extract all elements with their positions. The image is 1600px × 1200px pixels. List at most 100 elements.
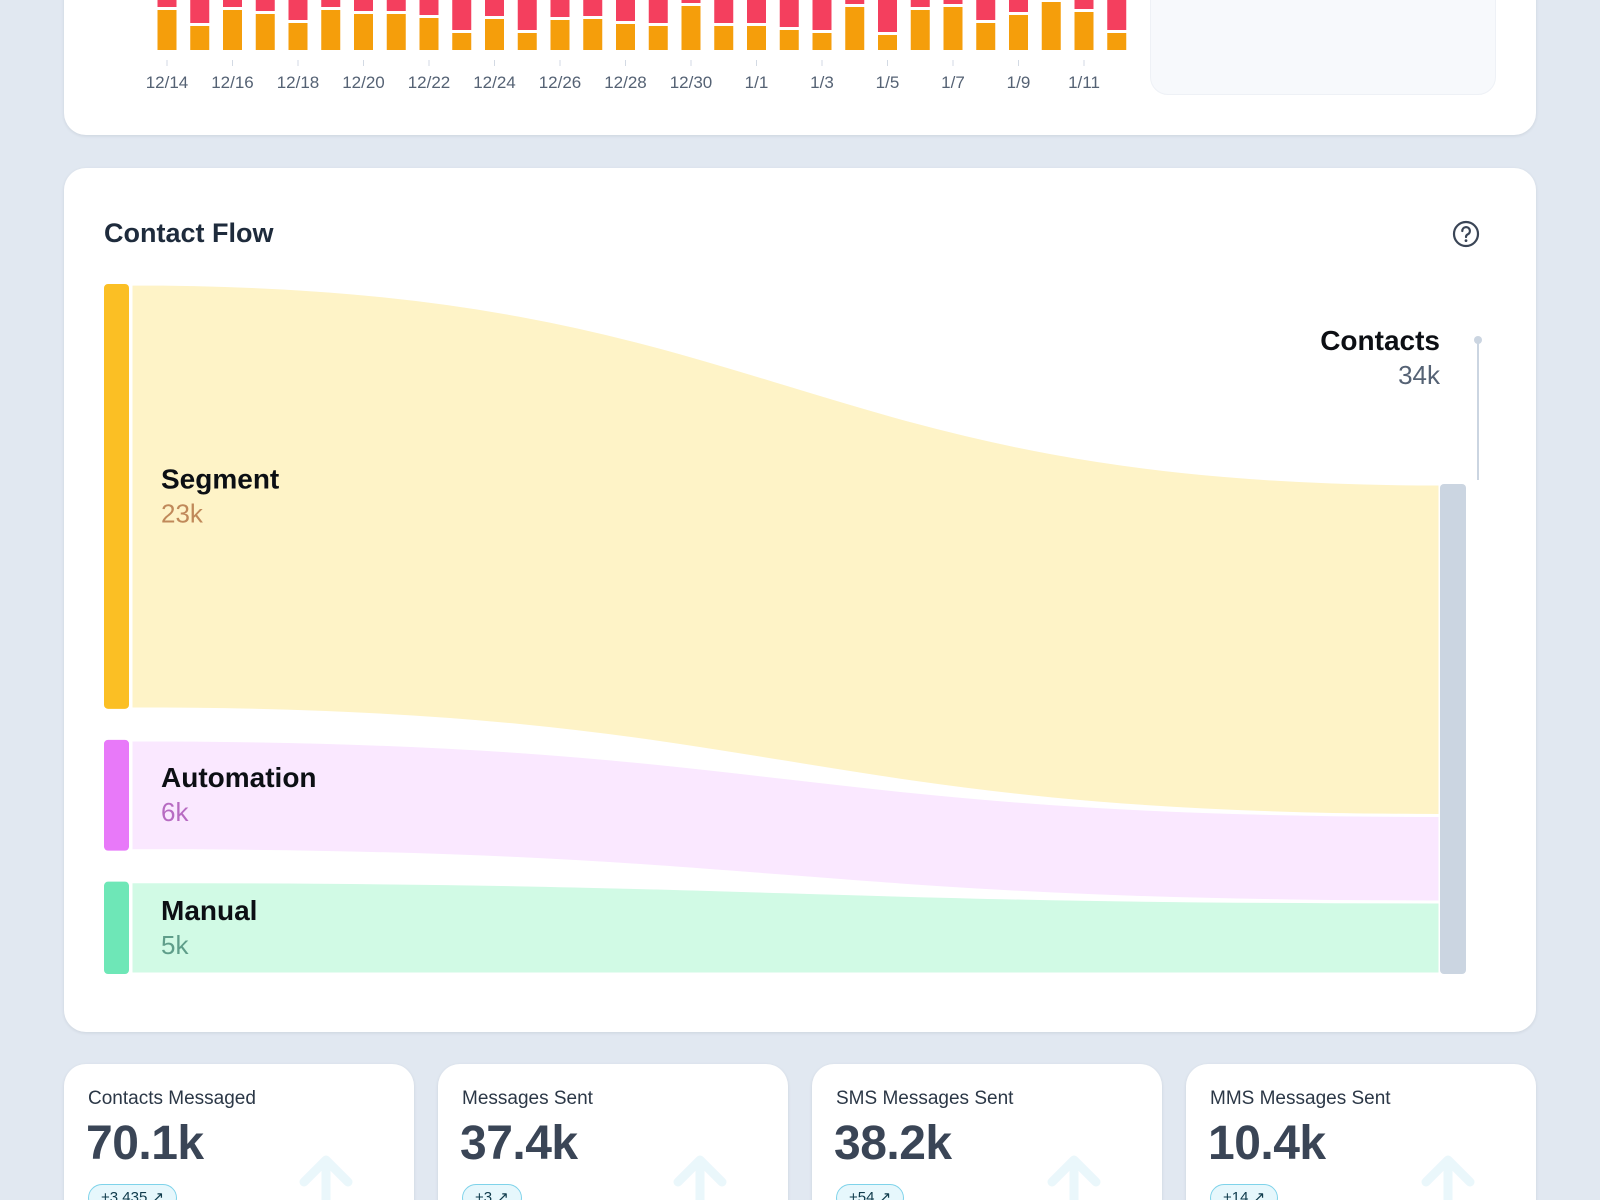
- stat-value: 37.4k: [460, 1117, 578, 1170]
- help-circle-icon[interactable]: [1452, 220, 1480, 248]
- arrow-up-icon: [1047, 1155, 1101, 1200]
- stat-card-contacts-messaged[interactable]: Contacts Messaged 70.1k +3,435 ↗: [64, 1064, 414, 1200]
- x-tick-label: 12/28: [604, 73, 647, 92]
- bar-red-1/1[interactable]: [747, 0, 766, 23]
- bar-red-1/11[interactable]: [1074, 0, 1094, 9]
- x-tick-label: 1/9: [1007, 73, 1031, 92]
- bar-orange-1/2[interactable]: [779, 30, 799, 50]
- bar-orange-12/23[interactable]: [452, 33, 472, 50]
- target-node-value: 34k: [1398, 360, 1441, 390]
- bar-red-12/21[interactable]: [386, 0, 406, 11]
- bar-red-12/20[interactable]: [354, 0, 373, 11]
- page-title: Contact Flow: [104, 218, 274, 248]
- bar-red-12/18[interactable]: [288, 0, 308, 20]
- bar-orange-1/4[interactable]: [845, 7, 865, 50]
- stat-card-sms-messages-sent[interactable]: SMS Messages Sent 38.2k +54 ↗: [812, 1064, 1162, 1200]
- bar-orange-1/10[interactable]: [1041, 2, 1061, 50]
- bar-orange-1/11[interactable]: [1074, 12, 1094, 50]
- target-node-title: Contacts: [1320, 325, 1440, 356]
- bar-orange-12/25[interactable]: [517, 33, 537, 50]
- bar-red-1/8[interactable]: [976, 0, 996, 20]
- stat-value: 10.4k: [1208, 1117, 1326, 1170]
- flow-labels: Segment 23k Automation 6k Manual 5k: [161, 463, 317, 959]
- bar-orange-12/26[interactable]: [550, 20, 570, 50]
- daily-messages-card: 12/14 12/16 12/18 12/20 12/22 12/24 12/26 12/28…: [64, 0, 1536, 135]
- bar-orange-12/30[interactable]: [681, 6, 701, 50]
- stat-card-mms-messages-sent[interactable]: MMS Messages Sent 10.4k +14 ↗: [1186, 1064, 1536, 1200]
- bar-orange-12/14[interactable]: [157, 10, 177, 50]
- bar-red-12/25[interactable]: [517, 0, 537, 30]
- bar-orange-1/7[interactable]: [943, 7, 963, 50]
- stat-label: Messages Sent: [462, 1088, 593, 1109]
- bar-orange-12/24[interactable]: [485, 19, 504, 50]
- bar-red-12/29[interactable]: [648, 0, 668, 23]
- source-node-automation[interactable]: [104, 739, 129, 851]
- bar-red-12/30[interactable]: [681, 0, 701, 3]
- bar-red-12/22[interactable]: [419, 0, 439, 15]
- bar-orange-12/15[interactable]: [190, 26, 210, 50]
- bar-red-12/24[interactable]: [485, 0, 504, 16]
- bar-orange-1/1[interactable]: [747, 26, 766, 50]
- flow-band-manual[interactable]: [129, 880, 1442, 976]
- bar-orange-12/17[interactable]: [255, 14, 275, 50]
- bar-orange-12/22[interactable]: [419, 18, 439, 50]
- flow-band-segment[interactable]: [129, 282, 1442, 817]
- bar-red-12/23[interactable]: [452, 0, 472, 30]
- stat-label: SMS Messages Sent: [836, 1088, 1014, 1109]
- bar-red-12/31[interactable]: [714, 0, 734, 23]
- x-tick-label: 1/3: [810, 73, 834, 92]
- bar-red-1/3[interactable]: [812, 0, 832, 30]
- bar-red-1/5[interactable]: [878, 0, 897, 32]
- source-node-manual[interactable]: [104, 881, 129, 974]
- source-node-value: 6k: [161, 797, 189, 827]
- bar-red-1/2[interactable]: [779, 0, 799, 27]
- arrow-up-icon: [673, 1155, 727, 1200]
- x-tick-label: 12/24: [473, 73, 516, 92]
- x-tick-label: 1/7: [941, 73, 965, 92]
- x-tick-label: 12/22: [408, 73, 451, 92]
- bar-orange-1/12[interactable]: [1107, 33, 1127, 50]
- contacts-connector-dot: [1474, 336, 1482, 344]
- bar-orange-12/27[interactable]: [583, 19, 603, 50]
- stat-card-messages-sent[interactable]: Messages Sent 37.4k +3 ↗: [438, 1064, 788, 1200]
- x-tick-label: 12/30: [670, 73, 713, 92]
- source-node-value: 23k: [161, 498, 204, 528]
- bar-orange-12/20[interactable]: [354, 14, 373, 50]
- bar-orange-12/16[interactable]: [223, 10, 242, 50]
- stat-change-badge: +3,435 ↗: [88, 1184, 178, 1200]
- bar-orange-1/6[interactable]: [910, 10, 930, 50]
- bar-orange-1/5[interactable]: [878, 35, 897, 50]
- contact-flow-card: Segment 23k Automation 6k Manual 5k Contacts …: [64, 168, 1536, 1032]
- bar-red-1/7[interactable]: [943, 0, 963, 4]
- bar-orange-12/28[interactable]: [616, 24, 635, 50]
- bar-orange-12/31[interactable]: [714, 26, 734, 50]
- target-node-contacts[interactable]: [1440, 484, 1466, 974]
- bar-red-12/14[interactable]: [157, 0, 177, 7]
- bar-orange-12/19[interactable]: [321, 10, 341, 50]
- bar-orange-12/29[interactable]: [648, 26, 668, 50]
- source-node-segment[interactable]: [104, 284, 129, 709]
- bar-orange-1/8[interactable]: [976, 23, 996, 50]
- x-axis-ticks: 12/14 12/16 12/18 12/20 12/22 12/24 12/26 12/28…: [146, 60, 1100, 92]
- bar-red-1/12[interactable]: [1107, 0, 1127, 30]
- flow-nodes: [104, 284, 1466, 974]
- bar-red-12/15[interactable]: [190, 0, 210, 23]
- stat-label: MMS Messages Sent: [1210, 1088, 1391, 1109]
- stat-value: 70.1k: [86, 1117, 204, 1170]
- bar-red-1/9[interactable]: [1009, 0, 1028, 12]
- bar-orange-12/21[interactable]: [386, 14, 406, 50]
- bar-red-1/6[interactable]: [910, 0, 930, 7]
- bar-red-12/16[interactable]: [223, 0, 242, 7]
- bar-red-12/27[interactable]: [583, 0, 603, 16]
- source-node-title: Manual: [161, 895, 257, 926]
- bar-orange-12/18[interactable]: [288, 23, 308, 50]
- bar-red-12/17[interactable]: [255, 0, 275, 11]
- source-node-title: Segment: [161, 463, 279, 494]
- bar-red-1/4[interactable]: [845, 0, 865, 4]
- bar-orange-1/3[interactable]: [812, 33, 832, 50]
- bar-red-12/28[interactable]: [616, 0, 635, 21]
- bar-red-12/26[interactable]: [550, 0, 570, 17]
- bar-red-12/19[interactable]: [321, 0, 341, 7]
- bar-orange-1/9[interactable]: [1009, 15, 1028, 50]
